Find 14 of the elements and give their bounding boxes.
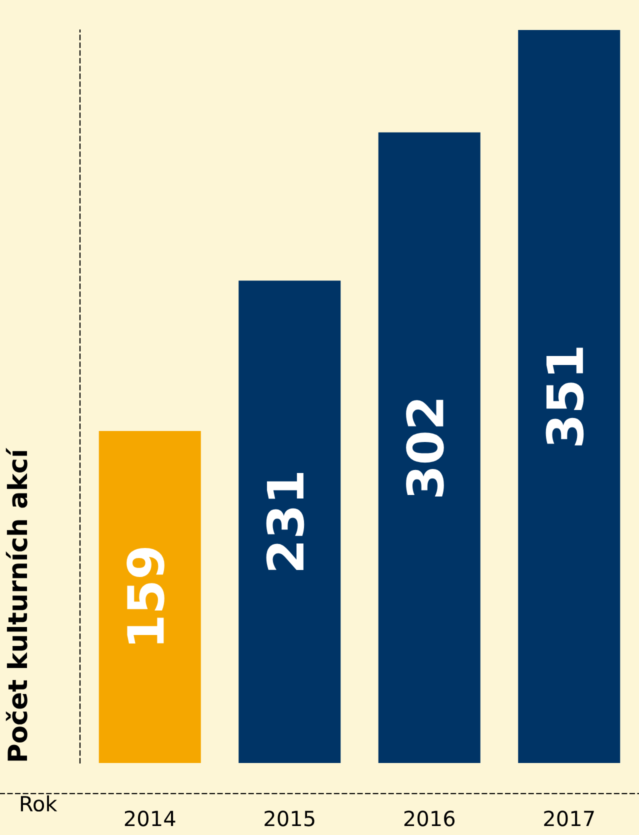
bar [378,132,480,763]
bar [238,280,341,763]
x-tick-label: 2017 [544,810,594,826]
data-label: 231 [266,473,304,570]
data-label: 302 [406,400,444,497]
y-axis-title: Počet kulturních akcí [6,448,28,761]
x-tick-label: 2014 [124,810,176,826]
x-tick-label: 2015 [264,810,314,826]
x-axis-title: Rok [20,795,58,812]
x-tick-label: 2016 [404,810,455,826]
bar [518,30,620,763]
bar [98,430,201,763]
data-label: 351 [546,348,584,446]
data-label: 159 [126,548,164,644]
